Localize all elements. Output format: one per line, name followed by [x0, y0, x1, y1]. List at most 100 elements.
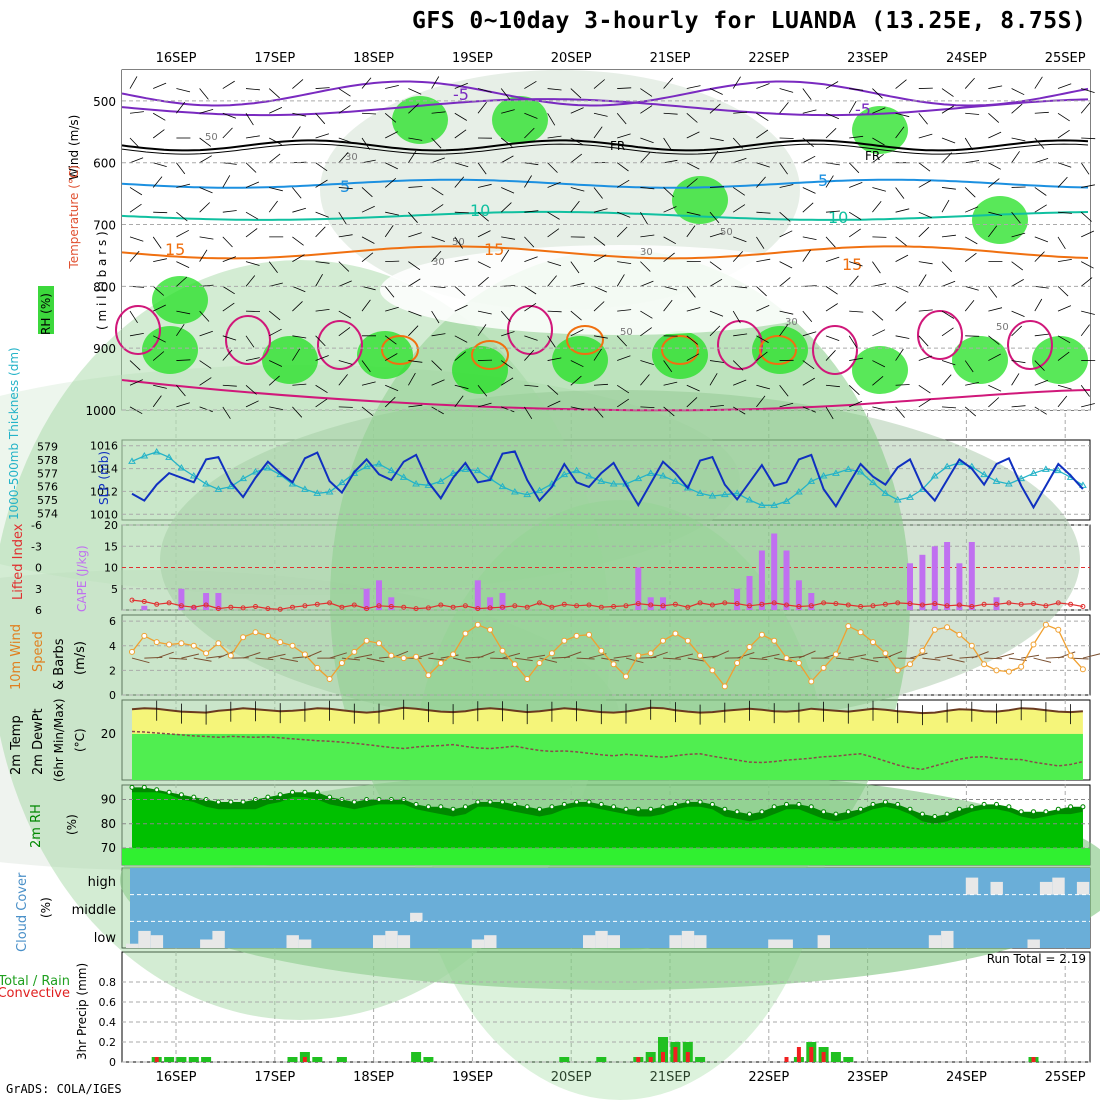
date-label-bottom: 20SEP: [551, 1070, 592, 1085]
temp-axis-label: 2m Temp: [9, 715, 24, 775]
wind-barb: [965, 285, 979, 291]
wind-barb: [779, 324, 789, 337]
rh-marker: [351, 799, 357, 805]
wind-barb: [849, 88, 864, 91]
rh-marker: [907, 806, 913, 812]
wind-barb: [385, 260, 400, 263]
lifted-index-marker: [191, 604, 197, 610]
date-label-top: 20SEP: [551, 51, 592, 66]
wind-barb: [1011, 310, 1025, 317]
li-tick-label: 6: [35, 604, 42, 617]
wind-speed-marker: [314, 664, 321, 671]
wind-barb: [941, 137, 956, 144]
wind-barb: [222, 127, 233, 139]
rh-marker: [1055, 806, 1061, 812]
wind-barb: [593, 79, 605, 89]
wind-speed-marker: [820, 664, 827, 671]
wind-barb: [222, 349, 233, 361]
wind-barb: [361, 137, 371, 150]
wind-barb: [268, 261, 278, 274]
slp-tick-label: 1010: [90, 508, 118, 521]
wind-barb: [593, 112, 608, 117]
rh-marker: [450, 806, 456, 812]
wind-barb: [199, 236, 214, 240]
wind-barb: [802, 249, 811, 262]
isotherm-label: FR: [610, 139, 625, 153]
wind-barb: [988, 131, 1002, 139]
wind-barb: [1011, 261, 1024, 271]
thickness-marker: [362, 462, 371, 470]
wind-barb: [152, 236, 162, 249]
wind-barb: [222, 236, 233, 248]
precip-total-bar: [201, 1057, 212, 1062]
wind-barb: [941, 261, 952, 272]
wind-barb: [152, 351, 165, 361]
wind-barb: [779, 211, 791, 222]
rh-marker: [734, 809, 740, 815]
wind-barb: [1034, 111, 1049, 114]
wind-barb: [222, 335, 237, 341]
rh-legend-swatch: [38, 286, 54, 334]
wind-barb: [477, 310, 492, 315]
wind-speed-marker: [153, 639, 160, 646]
temp-tick-label: 20: [101, 727, 116, 741]
wind-barb: [640, 105, 653, 114]
wind-barb: [524, 127, 535, 139]
wind-barb: [570, 137, 584, 146]
wind-speed-marker: [326, 676, 333, 682]
thickness-tick-label: 579: [37, 441, 58, 454]
rh-marker: [709, 801, 715, 807]
wind-barb: [338, 360, 353, 365]
wind-barb: [292, 187, 302, 199]
wind-barb: [384, 335, 397, 345]
wind-barb: [454, 236, 463, 249]
wind-barb-10m: [675, 653, 694, 659]
lifted-index-marker: [549, 604, 555, 610]
wind-barb: [918, 384, 931, 394]
lifted-index-marker: [858, 604, 864, 609]
rh-marker: [932, 814, 938, 819]
thickness-marker: [239, 474, 248, 482]
rh-marker: [265, 794, 271, 800]
wind-speed-marker: [783, 655, 790, 662]
thickness-marker: [177, 464, 186, 471]
thickness-marker: [449, 469, 457, 476]
wind-barb: [617, 261, 632, 264]
wind-barb: [176, 183, 191, 188]
wind-barb: [733, 157, 747, 164]
lifted-index-marker: [475, 606, 481, 612]
thickness-marker: [1029, 469, 1038, 476]
wind-barb: [315, 274, 323, 287]
wind-barb: [454, 258, 469, 263]
thickness-marker: [1004, 480, 1013, 487]
wind-barb: [918, 335, 929, 347]
thickness-marker: [807, 477, 816, 484]
wind-barb: [129, 310, 138, 324]
wind-barb: [709, 150, 719, 163]
wind-speed-marker: [474, 621, 481, 628]
precip-total-bar: [287, 1057, 298, 1062]
wind-barb: [849, 182, 863, 188]
thickness-marker: [757, 501, 766, 508]
precip-convective-bar: [154, 1057, 159, 1062]
wind-barb: [315, 226, 326, 238]
rh-marker: [759, 809, 765, 815]
wind-barb: [779, 137, 794, 139]
wind-barb: [802, 109, 817, 114]
cape-bar: [931, 546, 938, 611]
wind-barb: [616, 113, 627, 125]
lifted-index-marker: [598, 604, 604, 610]
cape-bar: [499, 593, 506, 610]
thickness-marker: [263, 464, 272, 471]
wind-barb: [153, 162, 167, 167]
wind-barb: [895, 406, 905, 418]
wind-barb: [408, 103, 419, 114]
rh-marker: [166, 789, 172, 795]
wind-barb: [570, 153, 583, 164]
wind-barb: [570, 107, 584, 114]
wind-barb: [640, 406, 655, 408]
wind-barb: [385, 384, 399, 392]
rh-marker: [537, 806, 542, 812]
wind-barb-10m: [712, 650, 730, 659]
wind-barb: [988, 225, 998, 238]
